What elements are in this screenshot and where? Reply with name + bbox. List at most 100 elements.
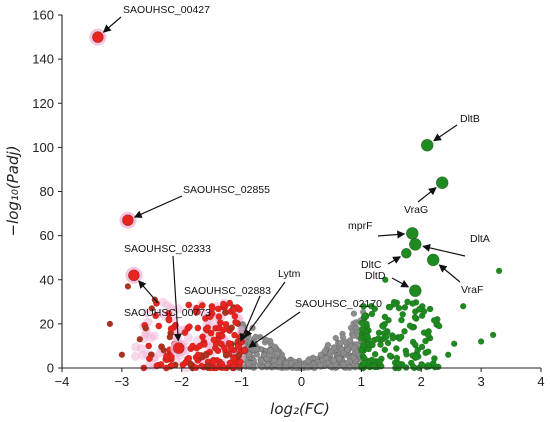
highlighted-point bbox=[128, 269, 140, 282]
down-point bbox=[198, 302, 206, 309]
up-point bbox=[393, 345, 400, 352]
annotation-arrow bbox=[438, 264, 461, 283]
y-tick-label: 140 bbox=[32, 52, 54, 67]
up-point bbox=[401, 327, 408, 335]
down-point bbox=[226, 299, 234, 307]
ns-point bbox=[340, 350, 347, 357]
up-point bbox=[418, 343, 426, 351]
annotation-arrow bbox=[422, 243, 466, 257]
ns-point bbox=[351, 344, 358, 352]
ns-point bbox=[264, 361, 271, 368]
gene-label: Lytm bbox=[278, 268, 301, 280]
down-point bbox=[145, 342, 153, 350]
down-point bbox=[230, 354, 238, 362]
up-point bbox=[424, 348, 432, 356]
up-point bbox=[381, 346, 389, 354]
down-point bbox=[142, 325, 150, 332]
down-point bbox=[210, 358, 218, 366]
down-point bbox=[214, 305, 222, 313]
gene-label: SAOUHSC_02883 bbox=[184, 285, 271, 297]
down-point bbox=[214, 347, 222, 355]
down-point bbox=[155, 322, 163, 330]
ns-point bbox=[337, 340, 344, 347]
y-tick-label: 60 bbox=[40, 228, 54, 243]
up-point bbox=[436, 322, 443, 330]
up-point bbox=[358, 319, 366, 327]
down-point bbox=[236, 358, 244, 366]
up-point bbox=[360, 360, 368, 367]
highlighted-point bbox=[405, 227, 419, 240]
ns-point bbox=[245, 360, 252, 367]
up-point bbox=[430, 316, 438, 324]
down-point bbox=[196, 342, 204, 350]
gene-label: SAOUHSC_00427 bbox=[123, 4, 210, 16]
down-point bbox=[206, 313, 214, 321]
up-point bbox=[370, 363, 378, 370]
annotation-arrow bbox=[138, 280, 159, 304]
up-point bbox=[398, 316, 405, 324]
gene-label: VraF bbox=[461, 284, 483, 296]
up-point bbox=[404, 298, 411, 306]
down-point bbox=[182, 359, 189, 366]
up-point bbox=[382, 333, 390, 341]
up-point bbox=[489, 331, 497, 339]
ns-point bbox=[322, 354, 330, 362]
ns-point bbox=[350, 310, 358, 317]
up-point bbox=[374, 335, 382, 343]
down-point bbox=[167, 325, 175, 333]
up-point bbox=[393, 354, 401, 362]
halo-point bbox=[141, 329, 151, 339]
down-point bbox=[219, 300, 227, 308]
ns-point bbox=[336, 355, 343, 362]
highlighted-point bbox=[173, 342, 185, 354]
ns-point bbox=[304, 357, 312, 364]
up-point bbox=[477, 338, 485, 345]
annotation-arrow bbox=[244, 281, 286, 338]
down-point bbox=[202, 351, 210, 359]
up-point bbox=[382, 276, 389, 283]
down-point bbox=[204, 324, 212, 332]
down-point bbox=[185, 323, 193, 331]
ns-point bbox=[258, 364, 266, 371]
up-point bbox=[424, 331, 432, 339]
y-tick-label: 20 bbox=[40, 316, 54, 331]
ns-point bbox=[317, 351, 325, 358]
up-point bbox=[412, 353, 420, 360]
ns-point bbox=[304, 364, 311, 371]
down-point bbox=[216, 319, 224, 327]
ns-point bbox=[245, 351, 253, 358]
x-tick-label: −2 bbox=[174, 374, 189, 389]
up-point bbox=[460, 303, 467, 310]
up-point bbox=[358, 325, 366, 333]
annotation-arrow bbox=[377, 230, 406, 239]
up-point bbox=[389, 334, 397, 342]
up-point bbox=[403, 350, 410, 358]
annotation-labels: SAOUHSC_00427 SAOUHSC_02855 SAOUHSC_02333 S… bbox=[123, 4, 490, 319]
down-point bbox=[222, 351, 230, 359]
annotation-arrow bbox=[387, 256, 402, 265]
highlighted-point bbox=[122, 214, 134, 226]
up-point bbox=[401, 304, 409, 311]
down-point bbox=[166, 333, 174, 341]
up-point bbox=[495, 267, 503, 275]
up-point bbox=[451, 340, 458, 347]
down-point bbox=[118, 351, 126, 358]
highlighted-point bbox=[240, 346, 249, 355]
x-axis-title: log₂(FC) bbox=[270, 400, 330, 418]
up-point bbox=[384, 339, 392, 347]
down-point bbox=[165, 316, 173, 324]
gene-label: DltD bbox=[365, 270, 386, 282]
gene-label: DltA bbox=[470, 233, 490, 245]
ns-point bbox=[267, 347, 274, 354]
down-point bbox=[215, 313, 223, 320]
x-tick-label: 1 bbox=[358, 374, 365, 389]
y-tick-label: 0 bbox=[47, 361, 54, 376]
down-point bbox=[163, 352, 170, 360]
up-point bbox=[411, 313, 419, 321]
highlighted-point bbox=[435, 176, 449, 189]
down-point bbox=[232, 318, 240, 326]
highlighted-point bbox=[426, 253, 440, 267]
x-tick-label: 3 bbox=[478, 374, 485, 389]
up-point bbox=[414, 346, 422, 354]
